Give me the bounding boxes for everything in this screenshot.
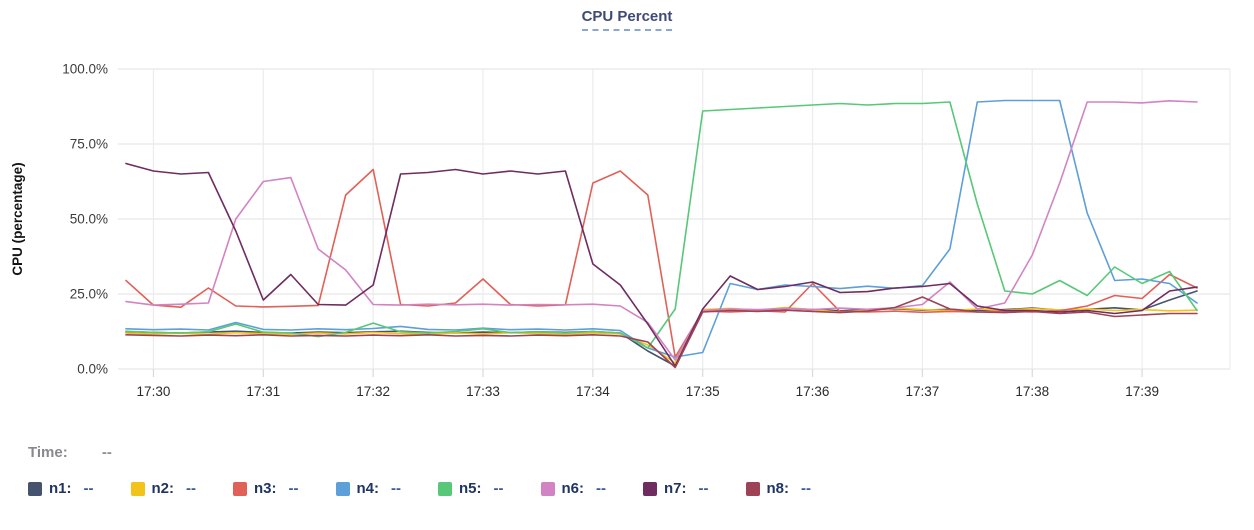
legend-item-n4[interactable]: n4: -- xyxy=(335,480,401,497)
n5-swatch-icon xyxy=(438,481,452,496)
chart-legend: n1: -- n2: -- n3: -- n4: -- n5: -- n6: -- n7: -- n8: -- xyxy=(28,480,811,497)
legend-item-n7[interactable]: n7: -- xyxy=(643,480,709,497)
legend-value: -- xyxy=(83,480,94,497)
y-tick-label: 75.0% xyxy=(70,137,108,152)
x-tick-label: 17:31 xyxy=(246,384,280,399)
n4-swatch-icon xyxy=(335,481,350,496)
series-line-n4[interactable] xyxy=(125,99,1198,358)
y-tick-label: 25.0% xyxy=(70,287,108,302)
legend-label: n7: xyxy=(664,480,687,497)
time-row: Time: -- xyxy=(28,444,112,461)
legend-value: -- xyxy=(801,480,811,497)
x-tick-label: 17:34 xyxy=(576,384,610,399)
chart-title-row: CPU Percent xyxy=(0,8,1254,31)
y-axis-title: CPU (percentage) xyxy=(10,162,25,275)
x-tick-label: 17:30 xyxy=(137,384,171,399)
legend-label: n3: xyxy=(254,480,277,497)
legend-value: -- xyxy=(596,480,606,497)
x-tick-label: 17:35 xyxy=(686,384,720,399)
x-tick-label: 17:38 xyxy=(1015,384,1049,399)
legend-label: n1: xyxy=(49,480,72,497)
n2-swatch-icon xyxy=(130,481,145,496)
series-line-n6[interactable] xyxy=(125,100,1198,361)
series-line-n5[interactable] xyxy=(125,101,1198,349)
x-tick-label: 17:33 xyxy=(466,384,500,399)
n3-swatch-icon xyxy=(233,481,247,496)
y-tick-label: 100.0% xyxy=(62,62,108,77)
legend-value: -- xyxy=(288,480,299,497)
legend-item-n2[interactable]: n2: -- xyxy=(130,480,196,497)
y-axis-title: CPU (percentage) xyxy=(10,162,25,275)
n6-swatch-icon xyxy=(540,481,555,496)
series-lines xyxy=(125,99,1198,369)
legend-item-n8[interactable]: n8: -- xyxy=(745,480,811,497)
legend-label: n2: xyxy=(151,480,175,497)
x-tick-label: 17:32 xyxy=(356,384,390,399)
x-grid-and-labels: 17:30 17:31 17:32 17:33 17:34 17:35 17:36 17:37… xyxy=(137,69,1231,399)
legend-label: n6: xyxy=(561,480,585,497)
series-line-n7[interactable] xyxy=(125,162,1198,367)
x-tick-label: 17:36 xyxy=(796,384,830,399)
x-tick-label: 17:39 xyxy=(1125,384,1159,399)
n7-swatch-icon xyxy=(643,481,657,496)
time-label: Time: xyxy=(28,444,68,461)
legend-value: -- xyxy=(186,480,196,497)
legend-item-n6[interactable]: n6: -- xyxy=(540,480,606,497)
chart-title[interactable]: CPU Percent xyxy=(581,8,673,31)
x-tick-label: 17:37 xyxy=(906,384,940,399)
legend-value: -- xyxy=(493,480,504,497)
legend-value: -- xyxy=(698,480,709,497)
y-grid-and-labels: 0.0% 25.0% 50.0% 75.0% 100.0% xyxy=(62,62,1230,377)
legend-item-n1[interactable]: n1: -- xyxy=(28,480,94,497)
n8-swatch-icon xyxy=(745,481,760,496)
cpu-line-chart[interactable]: 0.0% 25.0% 50.0% 75.0% 100.0% 17:30 17:31 17:32… xyxy=(0,0,1254,412)
legend-value: -- xyxy=(391,480,401,497)
n1-swatch-icon xyxy=(28,481,42,496)
legend-label: n8: xyxy=(766,480,790,497)
legend-item-n5[interactable]: n5: -- xyxy=(438,480,504,497)
y-tick-label: 50.0% xyxy=(70,212,108,227)
y-tick-label: 0.0% xyxy=(77,362,108,377)
legend-label: n4: xyxy=(356,480,380,497)
time-value: -- xyxy=(101,444,112,461)
legend-label: n5: xyxy=(459,480,482,497)
series-line-n8[interactable] xyxy=(125,296,1198,369)
legend-item-n3[interactable]: n3: -- xyxy=(233,480,299,497)
